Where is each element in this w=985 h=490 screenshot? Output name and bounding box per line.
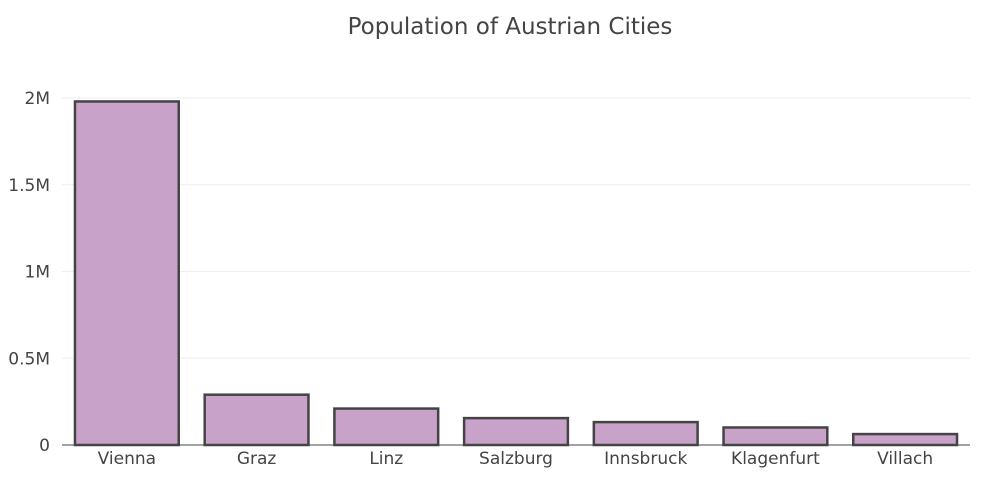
- y-tick-label: 0: [39, 436, 50, 456]
- bars: [73, 100, 959, 447]
- bar-villach: [852, 432, 959, 447]
- chart-title: Population of Austrian Cities: [348, 14, 673, 40]
- bar-innsbruck: [592, 420, 699, 447]
- y-tick-label: 1M: [25, 263, 50, 283]
- y-tick-label: 1.5M: [8, 176, 50, 196]
- bar-linz: [333, 407, 440, 447]
- bar-vienna: [73, 100, 180, 447]
- grid-lines: [62, 97, 970, 359]
- x-tick-label: Klagenfurt: [731, 449, 820, 469]
- y-tick-label: 2M: [25, 89, 50, 109]
- y-axis-ticks: 0 0.5M 1M 1.5M 2M: [8, 89, 50, 456]
- y-tick-label: 0.5M: [8, 349, 50, 369]
- x-tick-label: Vienna: [98, 449, 156, 469]
- bar-salzburg: [462, 416, 570, 447]
- x-tick-label: Graz: [237, 449, 277, 469]
- x-tick-label: Linz: [369, 449, 403, 469]
- bar-klagenfurt: [722, 426, 829, 447]
- x-axis-ticks: Vienna Graz Linz Salzburg Innsbruck Klagenfur…: [98, 449, 933, 469]
- x-tick-label: Salzburg: [479, 449, 553, 469]
- x-tick-label: Villach: [877, 449, 933, 469]
- bar-graz: [203, 393, 310, 447]
- x-tick-label: Innsbruck: [604, 449, 687, 469]
